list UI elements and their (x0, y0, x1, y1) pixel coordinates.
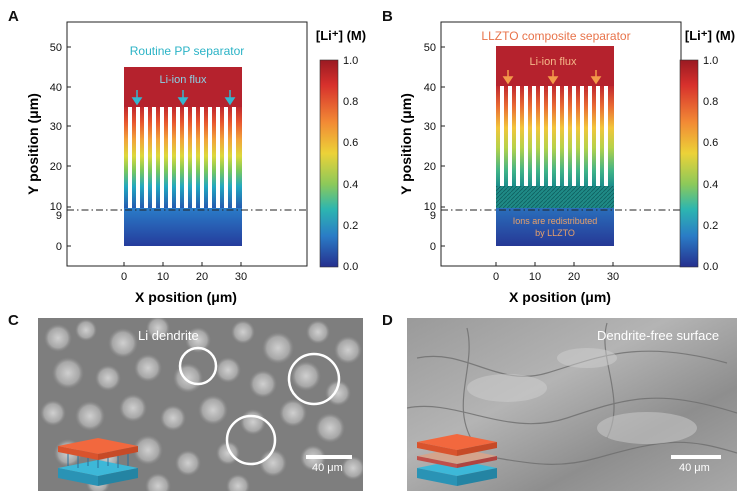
x-axis-label-b: X position (μm) (509, 289, 611, 305)
y-tick-b-30: 30 (424, 121, 436, 133)
y-tick-a-40: 40 (50, 82, 62, 94)
colorbar-title-b: [Li⁺] (M) (685, 28, 735, 43)
cbar-tick-b-5: 0.2 (703, 220, 718, 232)
y-tick-b-50: 50 (424, 42, 436, 54)
sem-image-d: Dendrite-free surface 40 μm (407, 318, 737, 491)
channels-a (124, 107, 242, 209)
y-tick-b-40: 40 (424, 82, 436, 94)
colorbar-title-a: [Li⁺] (M) (316, 28, 366, 43)
cbar-tick-a-4: 0.4 (343, 179, 358, 191)
y-tick-a-20: 20 (50, 161, 62, 173)
x-tick-a-30: 30 (235, 271, 247, 283)
scale-text-c: 40 μm (312, 462, 343, 474)
panel-letter-d: D (382, 312, 393, 329)
x-tick-a-20: 20 (196, 271, 208, 283)
cbar-tick-b-3: 0.6 (703, 137, 718, 149)
pore-walls-b (500, 86, 608, 186)
annotation-b-1: Ions are redistributed (513, 216, 598, 226)
panel-letter-b: B (382, 8, 393, 25)
cbar-tick-a-6: 0.0 (343, 261, 358, 273)
y-tick-a-30: 30 (50, 121, 62, 133)
cbar-tick-a-5: 0.2 (343, 220, 358, 232)
smooth-surface-texture (407, 318, 737, 491)
sem-label-c: Li dendrite (138, 328, 199, 343)
sem-label-d: Dendrite-free surface (597, 328, 720, 343)
y-tick-a-0: 0 (56, 241, 62, 253)
x-tick-b-0: 0 (493, 271, 499, 283)
cbar-tick-b-1: 1.0 (703, 55, 718, 67)
cbar-tick-a-1: 1.0 (343, 55, 358, 67)
y-tick-b-9: 9 (430, 210, 436, 222)
y-tick-b-20: 20 (424, 161, 436, 173)
y-tick-b-10: 10 (424, 201, 436, 213)
scale-text-d: 40 μm (679, 462, 710, 474)
electrode-region-a (124, 208, 242, 246)
x-axis-label-a: X position (μm) (135, 289, 237, 305)
scale-bar-c (306, 455, 352, 459)
cbar-tick-b-6: 0.0 (703, 261, 718, 273)
separator-schematic-d (417, 434, 497, 486)
x-tick-a-0: 0 (121, 271, 127, 283)
dendrite-texture (38, 318, 363, 491)
y-tick-a-10: 10 (50, 201, 62, 213)
title-b: LLZTO composite separator (481, 29, 630, 43)
panel-b-plot: 0 9 10 20 30 40 50 0 10 20 30 X position… (398, 21, 735, 305)
colorbar-b (679, 59, 699, 268)
sem-image-c: Li dendrite 40 μm (38, 318, 363, 491)
cbar-tick-a-3: 0.6 (343, 137, 358, 149)
cbar-tick-b-2: 0.8 (703, 96, 718, 108)
pore-walls-a (128, 107, 236, 209)
dendrite-circle-3 (225, 414, 277, 466)
dendrite-circle-1 (178, 346, 218, 386)
y-tick-a-9: 9 (56, 210, 62, 222)
x-tick-a-10: 10 (157, 271, 169, 283)
y-tick-a-50: 50 (50, 42, 62, 54)
llzto-layer-b (496, 186, 614, 208)
x-tick-b-10: 10 (529, 271, 541, 283)
cbar-tick-a-2: 0.8 (343, 96, 358, 108)
scale-bar-d (671, 455, 721, 459)
x-tick-b-30: 30 (607, 271, 619, 283)
y-axis-label-b: Y position (μm) (398, 93, 414, 195)
flux-arrows-b (502, 70, 602, 85)
flux-label-a: Li-ion flux (159, 74, 207, 86)
y-tick-b-0: 0 (430, 241, 436, 253)
dendrite-circle-2 (287, 352, 341, 406)
x-tick-b-20: 20 (568, 271, 580, 283)
panel-a-plot: 0 9 10 20 30 40 50 0 10 20 30 X position… (25, 21, 366, 305)
cbar-tick-b-4: 0.4 (703, 179, 718, 191)
y-axis-label-a: Y position (μm) (25, 93, 41, 195)
title-a: Routine PP separator (130, 44, 245, 58)
panel-letter-c: C (8, 312, 19, 329)
separator-schematic-c (58, 438, 138, 486)
plot-frame-a (66, 21, 308, 267)
annotation-b-2: by LLZTO (535, 228, 575, 238)
colorbar-a (319, 59, 339, 268)
flux-label-b: Li-ion flux (529, 56, 577, 68)
electrode-region-b (496, 208, 614, 246)
channels-b (496, 86, 614, 186)
flux-arrows-a (131, 90, 236, 106)
panel-letter-a: A (8, 8, 19, 25)
